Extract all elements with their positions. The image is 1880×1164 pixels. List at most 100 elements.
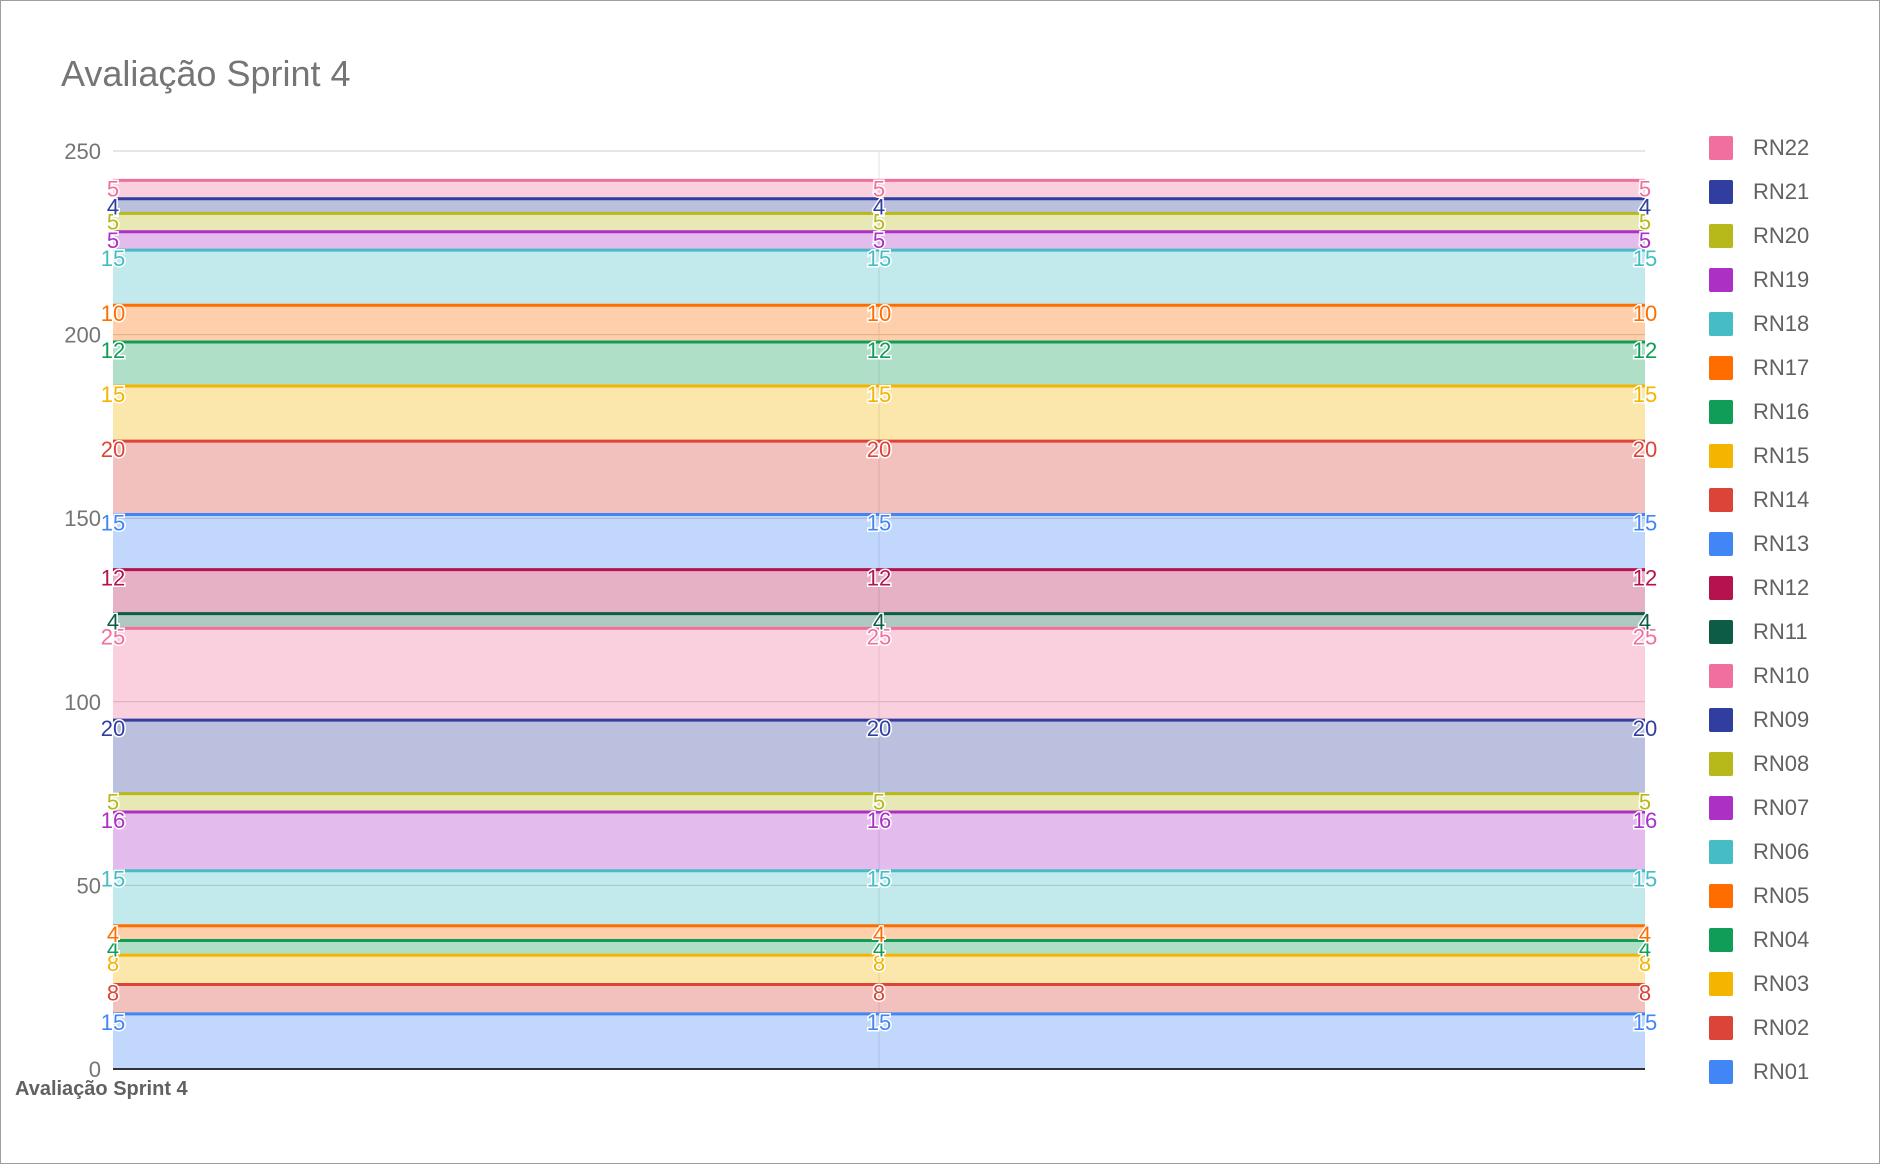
legend-label: RN12 bbox=[1753, 575, 1810, 600]
axes: 0 50 100 150 200 250 bbox=[64, 139, 1645, 1082]
area-rn10 bbox=[113, 628, 1645, 721]
area-rn21 bbox=[113, 198, 1645, 214]
area-rn09 bbox=[113, 720, 1645, 794]
area-series bbox=[113, 180, 1645, 1069]
area-rn18 bbox=[113, 250, 1645, 306]
legend-item-rn11[interactable]: RN11 bbox=[1709, 617, 1808, 647]
legend-swatch bbox=[1709, 444, 1733, 468]
data-label-rn11: 4 bbox=[107, 610, 119, 635]
data-label-rn17: 10 bbox=[101, 301, 125, 326]
legend-item-rn14[interactable]: RN14 bbox=[1709, 485, 1809, 515]
legend-label: RN18 bbox=[1753, 311, 1810, 336]
legend-item-rn04[interactable]: RN04 bbox=[1709, 925, 1809, 955]
legend-swatch bbox=[1709, 312, 1733, 336]
legend-item-rn10[interactable]: RN10 bbox=[1709, 661, 1809, 691]
legend-item-rn16[interactable]: RN16 bbox=[1709, 397, 1809, 427]
legend-label: RN22 bbox=[1753, 135, 1810, 160]
data-label-rn06: 15 bbox=[1633, 867, 1657, 892]
legend-item-rn21[interactable]: RN21 bbox=[1709, 177, 1809, 207]
data-label-rn08: 5 bbox=[873, 790, 885, 815]
legend-label: RN10 bbox=[1753, 663, 1810, 688]
data-label-rn01: 15 bbox=[1633, 1010, 1657, 1035]
data-label-rn09: 20 bbox=[101, 716, 125, 741]
data-label-rn20: 5 bbox=[107, 209, 119, 234]
legend-label: RN17 bbox=[1753, 355, 1810, 380]
legend-label: RN07 bbox=[1753, 795, 1810, 820]
legend-item-rn13[interactable]: RN13 bbox=[1709, 529, 1809, 559]
area-rn08 bbox=[113, 793, 1645, 812]
legend-swatch bbox=[1709, 576, 1733, 600]
data-label-rn07: 16 bbox=[101, 808, 125, 833]
legend-swatch bbox=[1709, 664, 1733, 688]
legend-item-rn03[interactable]: RN03 bbox=[1709, 969, 1809, 999]
data-label-rn03: 8 bbox=[1639, 951, 1651, 976]
gridlines bbox=[113, 150, 1645, 1069]
legend-item-rn05[interactable]: RN05 bbox=[1709, 881, 1809, 911]
legend-item-rn17[interactable]: RN17 bbox=[1709, 353, 1809, 383]
y-tick-label: 0 bbox=[89, 1057, 101, 1082]
data-label-rn21: 4 bbox=[873, 195, 885, 220]
legend-item-rn09[interactable]: RN09 bbox=[1709, 705, 1809, 735]
legend-item-rn06[interactable]: RN06 bbox=[1709, 837, 1809, 867]
y-tick-label: 100 bbox=[64, 690, 101, 715]
area-rn14 bbox=[113, 441, 1645, 515]
data-label-rn10: 25 bbox=[867, 624, 891, 649]
data-label-rn12: 12 bbox=[1633, 566, 1657, 591]
data-label-rn08: 5 bbox=[107, 790, 119, 815]
legend-label: RN15 bbox=[1753, 443, 1810, 468]
legend-item-rn07[interactable]: RN07 bbox=[1709, 793, 1809, 823]
data-label-rn21: 4 bbox=[107, 195, 119, 220]
data-label-rn18: 15 bbox=[101, 246, 125, 271]
data-label-rn22: 5 bbox=[1639, 176, 1651, 201]
data-label-rn19: 5 bbox=[1639, 228, 1651, 253]
data-label-rn16: 12 bbox=[1633, 338, 1657, 363]
area-rn06 bbox=[113, 870, 1645, 926]
area-rn15 bbox=[113, 386, 1645, 442]
legend-label: RN20 bbox=[1753, 223, 1810, 248]
legend-label: RN09 bbox=[1753, 707, 1810, 732]
y-tick-label: 200 bbox=[64, 323, 101, 348]
y-tick-label: 250 bbox=[64, 139, 101, 164]
legend-item-rn01[interactable]: RN01 bbox=[1709, 1057, 1809, 1087]
legend-item-rn20[interactable]: RN20 bbox=[1709, 221, 1809, 251]
data-label-rn09: 20 bbox=[867, 716, 891, 741]
data-label-rn03: 8 bbox=[107, 951, 119, 976]
legend-item-rn22[interactable]: RN22 bbox=[1709, 133, 1809, 163]
legend-item-rn02[interactable]: RN02 bbox=[1709, 1013, 1809, 1043]
data-label-rn16: 12 bbox=[867, 338, 891, 363]
data-label-rn01: 15 bbox=[867, 1010, 891, 1035]
data-label-rn03: 8 bbox=[873, 951, 885, 976]
data-label-rn04: 4 bbox=[873, 936, 885, 961]
data-label-rn20: 5 bbox=[1639, 209, 1651, 234]
area-rn04 bbox=[113, 940, 1645, 956]
legend-item-rn08[interactable]: RN08 bbox=[1709, 749, 1809, 779]
data-label-rn16: 12 bbox=[101, 338, 125, 363]
data-label-rn01: 15 bbox=[101, 1010, 125, 1035]
area-rn12 bbox=[113, 569, 1645, 614]
data-label-rn21: 4 bbox=[1639, 195, 1651, 220]
data-label-rn11: 4 bbox=[873, 610, 885, 635]
data-label-rn15: 15 bbox=[101, 382, 125, 407]
legend-label: RN05 bbox=[1753, 883, 1810, 908]
legend-swatch bbox=[1709, 796, 1733, 820]
data-label-rn06: 15 bbox=[867, 867, 891, 892]
data-label-rn02: 8 bbox=[873, 981, 885, 1006]
legend-item-rn12[interactable]: RN12 bbox=[1709, 573, 1809, 603]
legend-swatch bbox=[1709, 532, 1733, 556]
data-label-rn07: 16 bbox=[1633, 808, 1657, 833]
legend-item-rn15[interactable]: RN15 bbox=[1709, 441, 1809, 471]
legend-item-rn18[interactable]: RN18 bbox=[1709, 309, 1809, 339]
data-label-rn13: 15 bbox=[867, 511, 891, 536]
area-rn20 bbox=[113, 213, 1645, 232]
area-rn07 bbox=[113, 811, 1645, 871]
data-label-rn13: 15 bbox=[101, 511, 125, 536]
legend-swatch bbox=[1709, 708, 1733, 732]
legend-swatch bbox=[1709, 752, 1733, 776]
area-rn11 bbox=[113, 613, 1645, 629]
area-rn05 bbox=[113, 925, 1645, 941]
data-label-rn02: 8 bbox=[1639, 981, 1651, 1006]
data-label-rn14: 20 bbox=[1633, 437, 1657, 462]
data-label-rn06: 15 bbox=[101, 867, 125, 892]
legend-item-rn19[interactable]: RN19 bbox=[1709, 265, 1809, 295]
